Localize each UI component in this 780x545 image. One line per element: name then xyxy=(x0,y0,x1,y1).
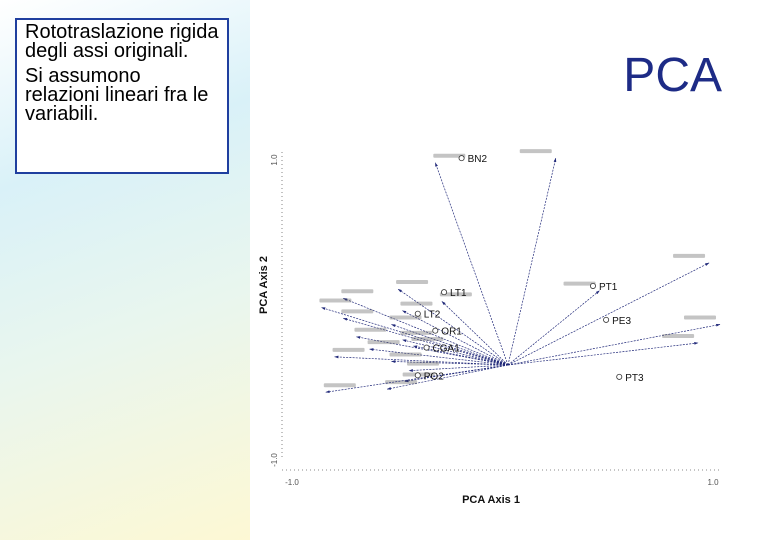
description-line-2: Si assumono relazioni lineari fra le var… xyxy=(25,65,209,125)
variable-vector-18 xyxy=(334,355,509,366)
group-point-cga1 xyxy=(423,344,430,351)
group-point-pe3 xyxy=(603,316,610,323)
variable-label-mark-8 xyxy=(341,289,374,294)
variable-vector-10 xyxy=(342,317,509,366)
variable-vector-15 xyxy=(356,336,509,366)
variable-vector-12 xyxy=(441,301,509,366)
variable-label-mark-3 xyxy=(673,253,706,258)
group-label-cga1: CGA1 xyxy=(433,344,461,355)
variable-label-mark-6 xyxy=(662,333,695,338)
variable-label-mark-4 xyxy=(563,281,596,286)
variable-vector-11 xyxy=(402,310,509,366)
x-axis-label: PCA Axis 1 xyxy=(462,494,520,506)
variable-label-mark-2 xyxy=(519,149,552,154)
variable-label-mark-10 xyxy=(341,309,374,314)
variable-vector-2 xyxy=(507,157,557,366)
variable-label-mark-9 xyxy=(319,298,352,303)
slide-title: PCA xyxy=(623,49,722,102)
group-point-bn2 xyxy=(458,155,465,162)
y-tick-label-min: -1.0 xyxy=(270,453,279,467)
variable-vector-22 xyxy=(386,364,509,390)
variable-label-mark-5 xyxy=(684,315,716,320)
pca-biplot-svg: PCA Axis 1 PCA Axis 2 -1.0 1.0 1.0 -1.0 BN2 LT… xyxy=(258,149,721,506)
y-axis-label: PCA Axis 2 xyxy=(258,256,270,314)
x-tick-label-max: 1.0 xyxy=(707,478,719,487)
pca-biplot: PCA Axis 1 PCA Axis 2 -1.0 1.0 1.0 -1.0 BN2 LT… xyxy=(250,130,770,540)
variable-label-mark-17 xyxy=(367,340,400,345)
group-label-po2: PO2 xyxy=(424,371,444,382)
variable-label-mark-15 xyxy=(354,327,387,332)
variable-vector-3 xyxy=(507,262,710,366)
variable-vector-5 xyxy=(507,323,721,366)
variable-label-mark-16 xyxy=(411,337,444,342)
variable-label-mark-1 xyxy=(433,153,466,158)
variable-vector-9 xyxy=(321,307,509,366)
variable-label-mark-7 xyxy=(396,280,429,285)
group-point-lt2 xyxy=(414,310,421,317)
variable-label-mark-13 xyxy=(389,315,422,320)
description-box: Rototraslazione rigida degli assi origin… xyxy=(15,18,229,174)
group-label-pe3: PE3 xyxy=(612,316,631,327)
group-label-pt3: PT3 xyxy=(625,373,644,384)
variable-label-mark-12 xyxy=(439,292,472,297)
variable-label-mark-23 xyxy=(323,383,356,388)
group-point-pt1 xyxy=(589,282,596,289)
variable-label-mark-11 xyxy=(400,301,433,306)
variable-vector-13 xyxy=(391,324,509,366)
variable-vector-20 xyxy=(408,364,509,372)
variable-vector-8 xyxy=(342,297,509,366)
group-point-or1 xyxy=(432,327,439,334)
variable-vector-6 xyxy=(507,342,699,366)
group-label-pt1: PT1 xyxy=(599,282,618,293)
variable-vector-4 xyxy=(507,290,600,366)
variable-label-mark-19 xyxy=(389,352,422,357)
group-point-lt1 xyxy=(441,289,448,296)
group-label-lt2: LT2 xyxy=(424,310,441,321)
description-line-1: Rototraslazione rigida degli assi origin… xyxy=(25,21,219,62)
variable-label-mark-14 xyxy=(400,330,433,335)
variable-label-mark-18 xyxy=(332,347,365,352)
group-point-pt3 xyxy=(616,373,623,380)
group-label-or1: OR1 xyxy=(441,327,462,338)
variable-label-mark-22 xyxy=(385,380,418,385)
group-label-lt1: LT1 xyxy=(450,288,467,299)
y-tick-label-max: 1.0 xyxy=(270,154,279,166)
variable-vector-1 xyxy=(434,162,509,366)
group-label-bn2: BN2 xyxy=(468,154,488,165)
variable-vector-16 xyxy=(413,345,509,366)
variable-vector-23 xyxy=(325,364,509,394)
variable-vector-17 xyxy=(369,348,509,366)
group-point-po2 xyxy=(414,372,421,379)
variable-vector-14 xyxy=(402,339,509,366)
variable-label-mark-20 xyxy=(407,361,440,366)
x-tick-label-min: -1.0 xyxy=(285,478,299,487)
variable-vector-19 xyxy=(391,360,509,366)
